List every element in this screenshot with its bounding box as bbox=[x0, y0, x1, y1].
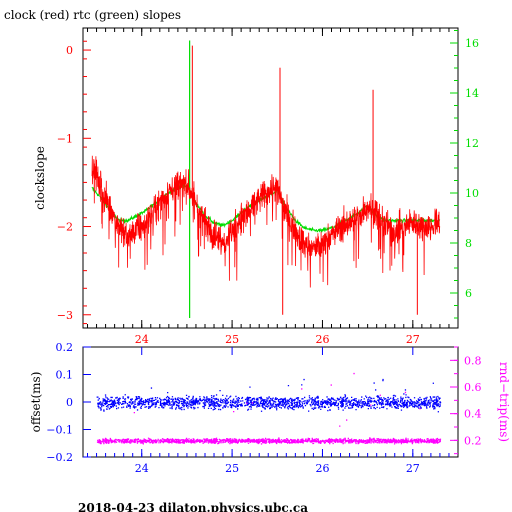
roundtrip-ytick-label: 0.6 bbox=[464, 381, 482, 394]
roundtrip-ylabel: rnd−trip(ms) bbox=[497, 362, 511, 442]
slopes-y2tick-label: 6 bbox=[465, 287, 472, 300]
offset-panel: offset(ms) rnd−trip(ms) 24 25 26 27 0.2 0.1 0 −… bbox=[29, 341, 511, 475]
offset-ytick-label: 0.1 bbox=[56, 369, 74, 382]
offset-ylabel: offset(ms) bbox=[29, 372, 43, 433]
slopes-ytick-label: −2 bbox=[57, 221, 73, 234]
offset-points bbox=[96, 378, 442, 413]
offset-xtick-label: 25 bbox=[225, 462, 239, 475]
roundtrip-ytick-label: 0.4 bbox=[464, 408, 482, 421]
slopes-title: clock (red) rtc (green) slopes bbox=[4, 8, 181, 22]
slopes-xtick-label: 24 bbox=[135, 333, 149, 346]
slopes-ytick-label: −3 bbox=[57, 309, 73, 322]
slopes-ylabel: clockslope bbox=[33, 146, 47, 210]
slopes-y2tick-label: 12 bbox=[465, 137, 479, 150]
slopes-axes: 24 25 26 27 0 −1 −2 −3 6 8 10 12 14 16 bbox=[57, 28, 479, 346]
offset-ytick-label: 0.2 bbox=[56, 341, 74, 354]
offset-ytick-label: −0.1 bbox=[46, 424, 73, 437]
slopes-xtick-label: 25 bbox=[225, 333, 239, 346]
slopes-ytick-label: 0 bbox=[66, 44, 73, 57]
slopes-plot-area bbox=[91, 40, 441, 318]
slopes-ytick-label: −1 bbox=[57, 132, 73, 145]
slopes-y2tick-label: 8 bbox=[465, 237, 472, 250]
slopes-y2tick-label: 10 bbox=[465, 187, 479, 200]
offset-xtick-label: 26 bbox=[315, 462, 329, 475]
offset-ytick-label: −0.2 bbox=[46, 451, 73, 464]
slopes-xtick-label: 27 bbox=[406, 333, 420, 346]
slopes-xtick-label: 26 bbox=[315, 333, 329, 346]
offset-xtick-label: 27 bbox=[406, 462, 420, 475]
offset-plot-area bbox=[96, 372, 442, 445]
slopes-y2tick-label: 14 bbox=[465, 87, 479, 100]
offset-xtick-label: 24 bbox=[135, 462, 149, 475]
roundtrip-ytick-label: 0.2 bbox=[464, 434, 482, 447]
clock-series-line bbox=[91, 155, 441, 288]
slopes-frame bbox=[82, 27, 459, 329]
slopes-panel: clock (red) rtc (green) slopes clockslop… bbox=[4, 8, 479, 346]
offset-axes: 24 25 26 27 0.2 0.1 0 −0.1 −0.2 0.2 0.4 0.6 0.8 bbox=[46, 341, 481, 475]
offset-ytick-label: 0 bbox=[66, 396, 73, 409]
roundtrip-ytick-label: 0.8 bbox=[464, 354, 482, 367]
slopes-y2tick-label: 16 bbox=[465, 37, 479, 50]
footer-text: 2018-04-23 dilaton.physics.ubc.ca bbox=[78, 501, 308, 512]
